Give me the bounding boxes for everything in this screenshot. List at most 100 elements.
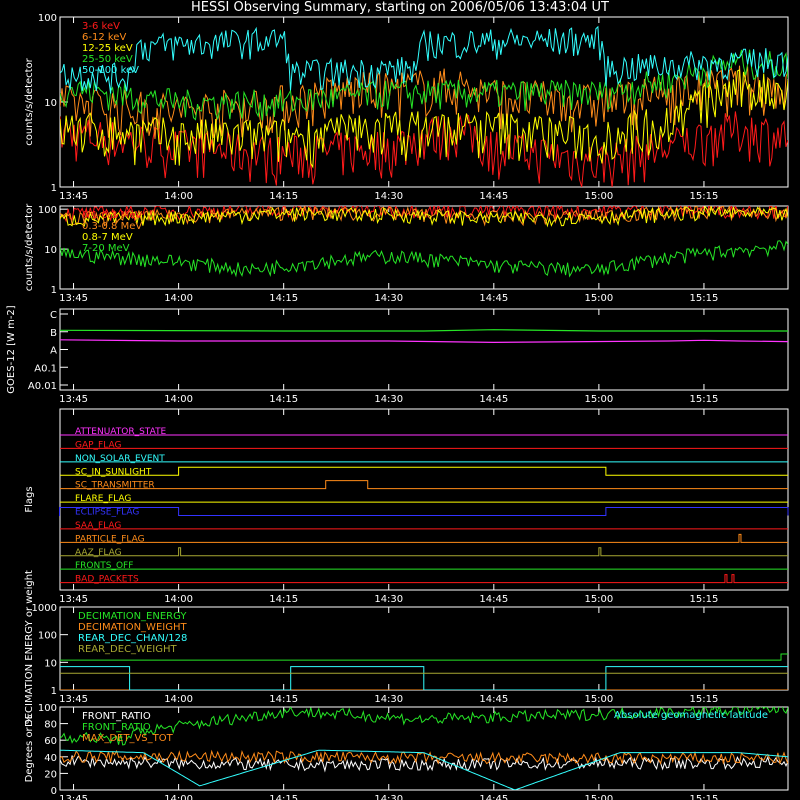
y-tick-label: 100 — [38, 631, 57, 642]
legend-entry: 0.1-0.3 MeV — [82, 210, 142, 221]
y-axis-label: Flags — [24, 486, 35, 512]
flag-line — [60, 480, 788, 490]
x-tick-label: 14:15 — [269, 594, 298, 605]
y-tick-label: 80 — [44, 720, 57, 731]
series-line-goes-long — [60, 329, 788, 332]
x-tick-label: 14:30 — [374, 794, 403, 800]
axis-frame — [59, 408, 789, 591]
x-tick-label: 15:15 — [690, 293, 719, 304]
y-tick-label: 10 — [44, 245, 57, 256]
flag-label: BAD_PACKETS — [75, 575, 139, 585]
x-tick-label: 15:15 — [690, 191, 719, 202]
y-axis-label: counts/s/detector — [24, 203, 35, 291]
x-tick-label: 14:00 — [164, 594, 193, 605]
y-tick-label: 10 — [44, 98, 57, 109]
y-tick-label: 1 — [51, 183, 57, 194]
axis-frame — [59, 706, 789, 791]
chart-title: HESSI Observing Summary, starting on 200… — [191, 0, 609, 15]
x-tick-label: 15:15 — [690, 794, 719, 800]
series-line-0-8-7-mev — [60, 206, 788, 228]
series-line-rear-dec-chan-128 — [60, 666, 788, 690]
y-tick-label: 0 — [51, 786, 57, 797]
x-tick-label: 15:00 — [584, 394, 613, 405]
legend-entry: 3-6 keV — [82, 21, 120, 32]
y-tick-label: 1000 — [32, 603, 57, 614]
y-tick-label: 60 — [44, 736, 57, 747]
flag-label: NON_SOLAR_EVENT — [75, 454, 165, 464]
panel-ratios: 13:45 14:00 14:15 14:30 14:45 15:00 15:15 0 20 40… — [24, 703, 789, 800]
x-tick-label: 14:15 — [269, 293, 298, 304]
y-tick-label: 10 — [44, 658, 57, 669]
series-line-3-6-kev — [60, 111, 788, 187]
legend-entry: MAX_DET_VS_TOT — [82, 733, 174, 744]
y-axis-label: Degrees or % — [24, 715, 35, 783]
panel-high_energy: 13:45 14:00 14:15 14:30 14:45 15:00 15:15 1 10 10… — [24, 203, 789, 304]
legend-entry: 7-20 MeV — [82, 243, 130, 254]
panel-flags: 13:45 14:00 14:15 14:30 14:45 15:00 15:15 Flags… — [24, 408, 789, 605]
legend-entry: 25-50 keV — [82, 54, 133, 65]
x-tick-label: 14:30 — [374, 293, 403, 304]
series-line-absolute-geomagnetic-latitude — [60, 749, 788, 790]
x-tick-label: 15:00 — [584, 794, 613, 800]
x-tick-label: 15:15 — [690, 694, 719, 705]
x-tick-label: 14:45 — [479, 191, 508, 202]
legend-entry: DECIMATION_ENERGY — [78, 611, 187, 622]
series-line-7-20-mev — [60, 240, 788, 278]
series-line-25-50-kev — [60, 49, 788, 121]
y-tick-label: 40 — [44, 753, 57, 764]
x-tick-label: 14:45 — [479, 394, 508, 405]
y-tick-label: 20 — [44, 769, 57, 780]
x-tick-label: 14:45 — [479, 694, 508, 705]
legend-entry: REAR_DEC_WEIGHT — [78, 644, 177, 655]
series-line-6-12-kev — [60, 65, 788, 140]
flag-label: ATTENUATOR_STATE — [75, 427, 167, 437]
flag-line — [60, 466, 788, 476]
x-tick-label: 13:45 — [59, 694, 88, 705]
x-tick-label: 15:00 — [584, 594, 613, 605]
flag-line — [59, 507, 789, 516]
x-tick-label: 14:30 — [374, 594, 403, 605]
legend-entry: FRONT_RATIO — [82, 722, 151, 733]
y-tick-label: 100 — [38, 13, 57, 24]
y-tick-label: 1 — [51, 285, 57, 296]
y-tick-label: 1 — [51, 686, 57, 697]
x-tick-label: 14:30 — [374, 191, 403, 202]
annotation-label: Absolute geomagnetic latitude — [614, 710, 768, 721]
series-line-goes-short — [60, 339, 788, 344]
panel-goes: 13:45 14:00 14:15 14:30 14:45 15:00 15:15 A0.01… — [6, 305, 789, 405]
flag-label: SC_IN_SUNLIGHT — [75, 467, 152, 477]
legend-entry: 0.3-0.8 MeV — [82, 221, 142, 232]
series-line-0-1-0-3-mev — [60, 206, 788, 223]
x-tick-label: 15:15 — [690, 394, 719, 405]
flag-label: FRONTS_OFF — [75, 561, 133, 571]
y-tick-label: C — [50, 310, 57, 321]
y-tick-label: 100 — [38, 703, 57, 714]
axis-frame — [59, 308, 789, 391]
legend-entry: 6-12 keV — [82, 32, 126, 43]
flag-label: GAP_FLAG — [75, 440, 121, 450]
x-tick-label: 14:45 — [479, 594, 508, 605]
flag-label: SAA_FLAG — [75, 521, 121, 531]
panel-decimation: 13:45 14:00 14:15 14:30 14:45 15:00 15:15 1 10 10… — [24, 570, 789, 727]
y-tick-label: A0.01 — [28, 381, 57, 392]
legend-entry: DECIMATION_WEIGHT — [78, 622, 187, 633]
x-tick-label: 14:45 — [479, 794, 508, 800]
x-tick-label: 14:00 — [164, 794, 193, 800]
flag-line — [60, 533, 788, 543]
x-tick-label: 15:15 — [690, 594, 719, 605]
y-tick-label: A0.1 — [34, 363, 57, 374]
flag-label: SC_TRANSMITTER — [75, 481, 155, 491]
x-tick-label: 14:00 — [164, 191, 193, 202]
x-tick-label: 14:00 — [164, 394, 193, 405]
series-line-50-100-kev — [60, 25, 788, 94]
panel-low_energy: 13:45 14:00 14:15 14:30 14:45 15:00 15:15 1 10 10… — [24, 13, 789, 202]
x-tick-label: 15:00 — [584, 191, 613, 202]
x-tick-label: 13:45 — [59, 191, 88, 202]
flag-label: AAZ_FLAG — [75, 548, 122, 558]
y-tick-label: A — [50, 346, 57, 357]
flag-label: PARTICLE_FLAG — [75, 534, 145, 544]
x-tick-label: 15:00 — [584, 694, 613, 705]
x-tick-label: 13:45 — [59, 293, 88, 304]
flag-label: ECLIPSE_FLAG — [75, 508, 139, 518]
series-line-12-25-kev — [60, 69, 788, 169]
